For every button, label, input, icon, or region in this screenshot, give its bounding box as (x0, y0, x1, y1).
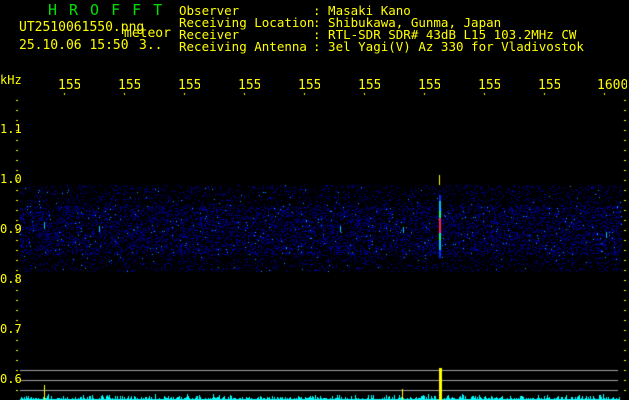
info-location: Receiving Location: Shibukawa, Gunma, Ja… (179, 15, 584, 30)
x-tick-label: 1556 (358, 78, 380, 93)
y-tick-label: 1.1 (0, 122, 22, 136)
x-tick-label: 1555 (298, 78, 320, 93)
info-value: : RTL-SDR SDR# 43dB L15 103.2MHz CW (313, 27, 577, 42)
x-tick-label: 1600 (597, 78, 627, 93)
x-tick-label: 1552 (118, 78, 140, 93)
meteor-count: 3.. (139, 38, 163, 53)
file-name: UT2510061550.png (19, 20, 145, 35)
info-value: : Masaki Kano (313, 3, 411, 18)
info-label: Receiving Location (179, 15, 315, 30)
x-tick-label: 1553 (178, 78, 200, 93)
info-antenna: Receiving Antenna : 3el Yagi(V) Az 330 fo… (179, 39, 584, 54)
info-observer: Observer : Masaki Kano (179, 3, 584, 18)
datetime: 25.10.06 15:50 (19, 38, 129, 53)
info-value: : Shibukawa, Gunma, Japan (313, 15, 502, 30)
y-tick-label: 0.6 (0, 372, 22, 386)
app-title: HROFFT (48, 1, 175, 19)
info-label: Receiving Antenna (179, 39, 307, 54)
x-tick-label: 1554 (238, 78, 260, 93)
y-tick-label: 1.0 (0, 172, 22, 186)
info-receiver: Receiver : RTL-SDR SDR# 43dB L15 103.2MHz… (179, 27, 584, 42)
y-tick-label: 0.9 (0, 222, 22, 236)
x-tick-label: 1558 (478, 78, 500, 93)
station-info: Observer : Masaki Kano Receiving Location… (179, 3, 584, 54)
y-tick-label: 0.8 (0, 272, 22, 286)
info-label: Receiver (179, 27, 240, 42)
y-axis-unit: kHz (0, 73, 22, 87)
x-tick-label: 1557 (418, 78, 440, 93)
info-value: : 3el Yagi(V) Az 330 for Vladivostok (313, 39, 584, 54)
event-type: meteor (124, 26, 171, 41)
info-label: Observer (179, 3, 240, 18)
y-tick-label: 0.7 (0, 322, 22, 336)
x-tick-label: 1559 (538, 78, 560, 93)
